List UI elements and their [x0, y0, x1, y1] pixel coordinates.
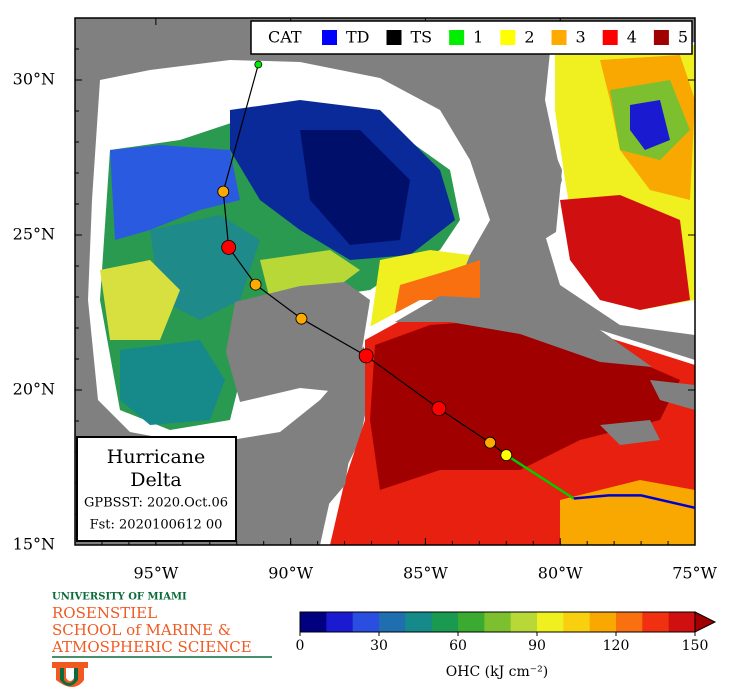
colorbar-cell	[352, 612, 380, 632]
legend-label: 4	[627, 28, 637, 47]
x-tick-label: 90°W	[268, 564, 313, 583]
logo-line1: ROSENSTIEL	[52, 604, 157, 622]
y-tick-label: 15°N	[13, 535, 55, 554]
colorbar-cell	[642, 612, 670, 632]
colorbar-cell	[510, 612, 538, 632]
track-point	[431, 401, 447, 417]
storm-name: Delta	[130, 469, 182, 491]
colorbar-cell	[326, 612, 354, 632]
colorbar-cell	[484, 612, 512, 632]
colorbar-tick-label: 150	[682, 638, 709, 654]
legend-swatch	[602, 30, 618, 45]
x-tick-label: 75°W	[672, 564, 717, 583]
legend-label: 1	[473, 28, 483, 47]
colorbar-tick-label: 0	[296, 638, 305, 654]
y-tick-label: 20°N	[13, 380, 55, 399]
map-frame	[74, 17, 696, 546]
colorbar-over	[694, 611, 717, 633]
info-box	[76, 436, 237, 542]
track-point	[358, 348, 374, 364]
colorbar-tick-label: 90	[528, 638, 546, 654]
x-tick-label: 85°W	[403, 564, 448, 583]
colorbar-cell	[379, 612, 406, 632]
colorbar-tick-label: 120	[603, 638, 630, 654]
track-point	[295, 312, 308, 325]
track-point	[221, 239, 237, 255]
legend-title: CAT	[268, 28, 302, 47]
x-tick-label: 80°W	[538, 564, 583, 583]
colorbar-cell	[537, 612, 564, 632]
legend-swatch	[500, 30, 516, 45]
logo-u	[52, 662, 88, 687]
legend-label: 3	[576, 28, 586, 47]
track-point	[217, 185, 230, 198]
legend-swatch	[551, 30, 567, 45]
track-point	[484, 436, 497, 449]
legend-label: 5	[678, 28, 688, 47]
legend-swatch	[449, 30, 465, 45]
legend-swatch	[386, 30, 402, 45]
colorbar-cell	[458, 612, 485, 632]
y-tick-label: 25°N	[13, 225, 55, 244]
colorbar-frame	[299, 611, 696, 633]
legend-label: 2	[524, 28, 534, 47]
forecast-label: Fst: 2020100612 00	[90, 518, 223, 533]
colorbar-label: OHC (kJ cm⁻²)	[446, 664, 548, 680]
product-label: GPBSST: 2020.Oct.06	[84, 496, 228, 511]
legend-label: TS	[411, 28, 433, 47]
legend-swatch	[653, 30, 669, 45]
legend-label: TD	[346, 28, 370, 47]
track-point	[254, 60, 263, 69]
logo-line3: ATMOSPHERIC SCIENCE	[51, 638, 252, 656]
colorbar-cell	[563, 612, 591, 632]
logo-line2: SCHOOL of MARINE &	[52, 621, 231, 639]
logo-university: UNIVERSITY OF MIAMI	[52, 592, 187, 603]
colorbar-tick-label: 30	[370, 638, 388, 654]
colorbar-cell	[431, 612, 459, 632]
track-point	[249, 278, 262, 291]
y-tick-label: 30°N	[13, 70, 55, 89]
legend-swatch	[322, 30, 337, 45]
colorbar-cell	[616, 612, 643, 632]
colorbar-cell	[668, 612, 696, 632]
track-point	[500, 449, 513, 462]
track-line	[573, 494, 696, 510]
storm-type: Hurricane	[107, 446, 206, 468]
map-image	[75, 18, 695, 545]
colorbar-cell	[589, 612, 617, 632]
colorbar-cell	[405, 612, 433, 632]
track-line	[505, 454, 575, 500]
x-tick-label: 95°W	[133, 564, 178, 583]
colorbar-cell	[300, 612, 327, 632]
colorbar-tick-label: 60	[449, 638, 467, 654]
